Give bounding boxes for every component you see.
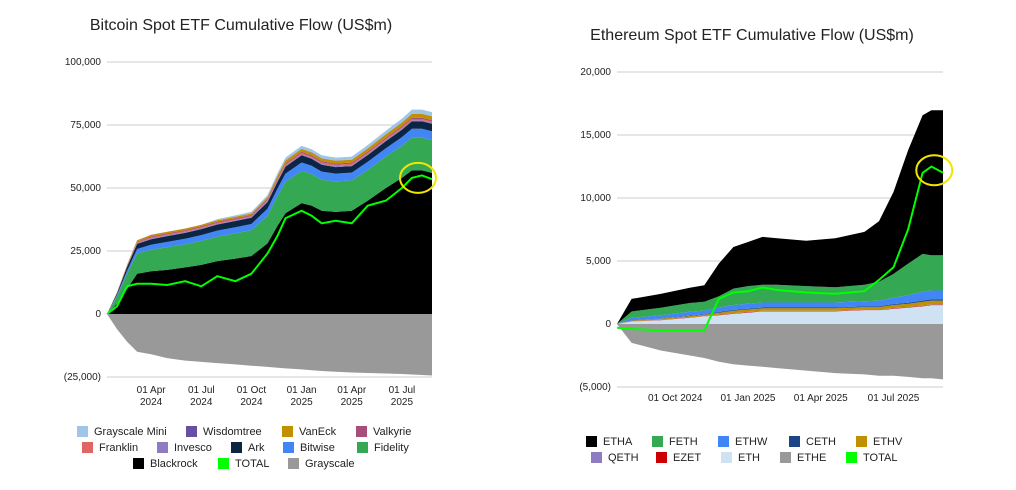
legend-label-valkyrie: Valkyrie — [373, 426, 411, 438]
eth-y-tick-label: 15,000 — [580, 130, 611, 141]
eth-y-tick-label: (5,000) — [579, 382, 611, 393]
eth-chart-title: Ethereum Spot ETF Cumulative Flow (US$m) — [590, 27, 914, 44]
btc-x-tick-label: 01 Jul 2025 — [389, 385, 416, 408]
legend-label-ethe: ETHE — [797, 452, 826, 464]
legend-swatch-wisdomtree — [186, 426, 197, 437]
btc-x-tick-label: 01 Apr 2025 — [337, 385, 367, 408]
eth-area-etha — [617, 110, 943, 324]
eth-y-tick-label: 10,000 — [580, 193, 611, 204]
btc-area-grayscale — [107, 314, 432, 376]
legend-label-fidelity: Fidelity — [374, 442, 409, 454]
btc-chart-title: Bitcoin Spot ETF Cumulative Flow (US$m) — [90, 17, 392, 34]
legend-label-ceth: CETH — [806, 436, 836, 448]
legend-swatch-ethe — [780, 452, 791, 463]
legend-label-ethw: ETHW — [735, 436, 768, 448]
legend-label-invesco: Invesco — [174, 442, 212, 454]
btc-area-fidelity — [107, 137, 432, 314]
eth-total-line — [616, 165, 944, 332]
eth-area-eth — [617, 305, 943, 324]
eth-legend: ETHA FETH ETHW CETH ETHV QETH EZET ETH ETHE TOTAL — [586, 436, 903, 464]
btc-x-tick-label: 01 Oct 2024 — [237, 385, 267, 408]
legend-label-wisdomtree: Wisdomtree — [203, 426, 262, 438]
legend-swatch-total — [218, 458, 229, 469]
btc-y-tick-label: (25,000) — [64, 372, 101, 383]
legend-swatch-ethv — [856, 436, 867, 447]
legend-label-grayscale: Grayscale — [305, 458, 355, 470]
legend-label-franklin: Franklin — [99, 442, 138, 454]
eth-area-feth — [617, 253, 943, 324]
eth-y-tick-label: 20,000 — [580, 67, 611, 78]
btc-x-tick-label: 01 Jan 2025 — [287, 385, 317, 408]
eth-area-ethw — [617, 290, 943, 324]
legend-label-blackrock: Blackrock — [150, 458, 198, 470]
legend-label-grayscale-mini: Grayscale Mini — [94, 426, 167, 438]
legend-swatch-valkyrie — [356, 426, 367, 437]
btc-area-ark — [107, 121, 432, 314]
eth-x-tick-label: 01 Jan 2025 — [720, 393, 775, 404]
legend-label-bitwise: Bitwise — [300, 442, 335, 454]
btc-x-tick-label: 01 Jul 2024 — [188, 385, 215, 408]
eth-x-tick-label: 01 Oct 2024 — [648, 393, 703, 404]
legend-label-ethv: ETHV — [873, 436, 903, 448]
legend-swatch-fidelity — [357, 442, 368, 453]
legend-label-total: TOTAL — [863, 452, 897, 464]
legend-swatch-etha — [586, 436, 597, 447]
legend-swatch-franklin — [82, 442, 93, 453]
legend-swatch-vaneck — [282, 426, 293, 437]
legend-swatch-invesco — [157, 442, 168, 453]
btc-highlight-circle — [398, 161, 437, 194]
btc-y-tick-label: 50,000 — [70, 183, 101, 194]
legend-swatch-ceth — [789, 436, 800, 447]
legend-swatch-total — [846, 452, 857, 463]
btc-y-tick-label: 0 — [95, 309, 101, 320]
legend-label-etha: ETHA — [603, 436, 633, 448]
legend-swatch-ezet — [656, 452, 667, 463]
btc-area-blackrock — [107, 170, 432, 314]
legend-swatch-ethw — [718, 436, 729, 447]
btc-y-tick-label: 75,000 — [70, 120, 101, 131]
eth-y-tick-label: 5,000 — [586, 256, 611, 267]
legend-swatch-grayscale — [288, 458, 299, 469]
legend-label-eth: ETH — [738, 452, 760, 464]
legend-label-ezet: EZET — [673, 452, 701, 464]
btc-legend: Grayscale Mini Wisdomtree VanEck Valkyrie Fr… — [77, 426, 411, 470]
legend-swatch-ark — [231, 442, 242, 453]
btc-y-tick-label: 25,000 — [70, 246, 101, 257]
legend-swatch-bitwise — [283, 442, 294, 453]
legend-label-vaneck: VanEck — [299, 426, 337, 438]
btc-total-line — [106, 174, 433, 315]
eth-y-tick-label: 0 — [605, 319, 611, 330]
eth-highlight-circle — [915, 154, 954, 187]
btc-plot-area: 100,000 75,000 50,000 25,000 0 (25,000) 01 Apr… — [64, 57, 437, 408]
btc-x-tick-label: 01 Apr 2024 — [137, 385, 167, 408]
legend-label-qeth: QETH — [608, 452, 639, 464]
btc-y-tick-label: 100,000 — [65, 57, 102, 68]
eth-x-tick-label: 01 Apr 2025 — [794, 393, 848, 404]
legend-swatch-qeth — [591, 452, 602, 463]
legend-swatch-grayscale-mini — [77, 426, 88, 437]
btc-area-bitwise — [107, 128, 432, 314]
legend-swatch-eth — [721, 452, 732, 463]
legend-label-feth: FETH — [669, 436, 698, 448]
eth-plot-area: 20,000 15,000 10,000 5,000 0 (5,000) 01 Oct 20… — [579, 67, 954, 404]
legend-swatch-blackrock — [133, 458, 144, 469]
eth-x-tick-label: 01 Jul 2025 — [868, 393, 920, 404]
eth-area-ethe — [617, 324, 943, 380]
legend-label-total: TOTAL — [235, 458, 269, 470]
legend-swatch-feth — [652, 436, 663, 447]
legend-label-ark: Ark — [248, 442, 265, 454]
